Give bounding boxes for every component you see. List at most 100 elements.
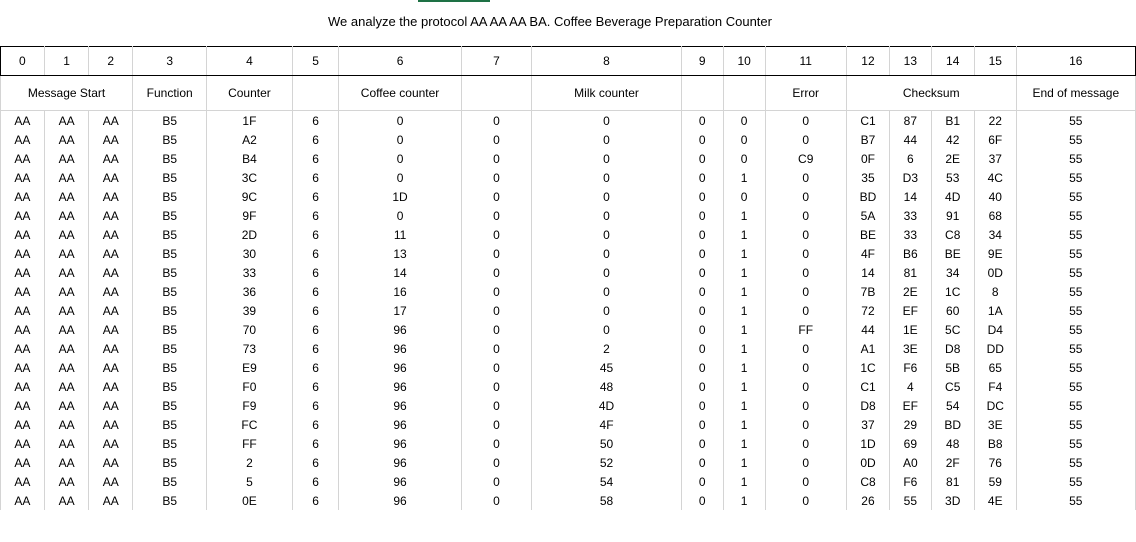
header-empty[interactable] [460,75,533,111]
table-cell[interactable]: 58 [531,491,682,510]
table-cell[interactable]: 76 [973,453,1017,472]
table-cell[interactable]: 2E [930,149,975,168]
table-cell[interactable]: C8 [930,225,975,244]
table-cell[interactable]: 4C [973,168,1017,187]
table-cell[interactable]: 54 [930,396,975,415]
table-cell[interactable]: B5 [132,282,208,301]
table-cell[interactable]: 5B [930,358,975,377]
table-cell[interactable]: A2 [206,130,293,149]
table-cell[interactable]: 8 [973,282,1017,301]
table-cell[interactable]: 39 [206,301,293,320]
table-cell[interactable]: 0 [764,282,847,301]
table-cell[interactable]: 0 [764,168,847,187]
table-cell[interactable]: B5 [132,320,208,339]
table-cell[interactable]: 0 [764,263,847,282]
table-cell[interactable]: B5 [132,377,208,396]
table-cell[interactable]: 0 [764,339,847,358]
table-cell[interactable]: 6 [291,110,340,130]
table-cell[interactable]: 22 [973,110,1017,130]
table-cell[interactable]: 0 [460,472,533,491]
table-cell[interactable]: C1 [845,110,891,130]
table-cell[interactable]: 0 [764,225,847,244]
table-cell[interactable]: 1C [930,282,975,301]
table-cell[interactable]: AA [88,263,134,282]
table-cell[interactable]: EF [889,396,932,415]
table-cell[interactable]: 0 [680,453,724,472]
table-cell[interactable]: 40 [973,187,1017,206]
table-cell[interactable]: 0 [722,110,766,130]
table-cell[interactable]: D8 [845,396,891,415]
table-cell[interactable]: 48 [531,377,682,396]
table-cell[interactable]: 13 [338,244,462,263]
col-index[interactable]: 9 [680,46,724,76]
table-cell[interactable]: 96 [338,472,462,491]
table-cell[interactable]: AA [88,110,134,130]
col-index[interactable]: 12 [845,46,891,76]
table-cell[interactable]: 0 [460,263,533,282]
table-cell[interactable]: 0 [764,415,847,434]
table-cell[interactable]: 36 [206,282,293,301]
table-cell[interactable]: 0 [460,453,533,472]
table-cell[interactable]: 0 [460,415,533,434]
table-cell[interactable]: 96 [338,396,462,415]
table-cell[interactable]: 9C [206,187,293,206]
table-cell[interactable]: 0 [680,339,724,358]
table-cell[interactable]: AA [43,168,90,187]
table-cell[interactable]: AA [43,491,90,510]
table-cell[interactable]: 6 [291,282,340,301]
table-cell[interactable]: 0 [460,396,533,415]
table-cell[interactable]: EF [889,301,932,320]
table-cell[interactable]: 6 [291,263,340,282]
table-cell[interactable]: 6 [291,434,340,453]
table-cell[interactable]: 6 [291,149,340,168]
table-cell[interactable]: 1D [338,187,462,206]
table-cell[interactable]: 55 [1015,263,1136,282]
table-cell[interactable]: B5 [132,263,208,282]
table-cell[interactable]: 55 [1015,434,1136,453]
table-cell[interactable]: B5 [132,396,208,415]
table-cell[interactable]: 1 [722,320,766,339]
table-cell[interactable]: 81 [930,472,975,491]
table-cell[interactable]: 29 [889,415,932,434]
col-index[interactable]: 8 [531,46,682,76]
table-cell[interactable]: 0 [764,130,847,149]
table-cell[interactable]: 1C [845,358,891,377]
table-cell[interactable]: 37 [973,149,1017,168]
table-cell[interactable]: 55 [1015,225,1136,244]
table-cell[interactable]: 0 [460,358,533,377]
table-cell[interactable]: AA [0,110,45,130]
table-cell[interactable]: B5 [132,491,208,510]
table-cell[interactable]: AA [43,339,90,358]
table-cell[interactable]: 55 [1015,358,1136,377]
header-empty[interactable] [291,75,340,111]
header-counter[interactable]: Counter [206,75,293,111]
table-cell[interactable]: 6 [291,320,340,339]
table-cell[interactable]: AA [0,377,45,396]
table-cell[interactable]: AA [88,320,134,339]
table-cell[interactable]: 0 [531,110,682,130]
table-cell[interactable]: 1A [973,301,1017,320]
table-cell[interactable]: 0 [460,491,533,510]
col-index[interactable]: 2 [88,46,134,76]
table-cell[interactable]: 6 [291,225,340,244]
table-cell[interactable]: DD [973,339,1017,358]
table-cell[interactable]: AA [0,434,45,453]
table-cell[interactable]: AA [43,301,90,320]
table-cell[interactable]: 55 [1015,110,1136,130]
table-cell[interactable]: AA [43,206,90,225]
table-cell[interactable]: 1 [722,301,766,320]
table-cell[interactable]: AA [88,472,134,491]
table-cell[interactable]: 55 [1015,301,1136,320]
table-cell[interactable]: 70 [206,320,293,339]
table-cell[interactable]: AA [0,187,45,206]
table-cell[interactable]: 34 [930,263,975,282]
table-cell[interactable]: 0D [973,263,1017,282]
table-cell[interactable]: 0 [460,339,533,358]
table-cell[interactable]: 1 [722,415,766,434]
table-cell[interactable]: 1 [722,168,766,187]
table-cell[interactable]: 1 [722,377,766,396]
table-cell[interactable]: 0 [764,453,847,472]
table-cell[interactable]: AA [88,377,134,396]
table-cell[interactable]: 96 [338,453,462,472]
table-cell[interactable]: 53 [930,168,975,187]
